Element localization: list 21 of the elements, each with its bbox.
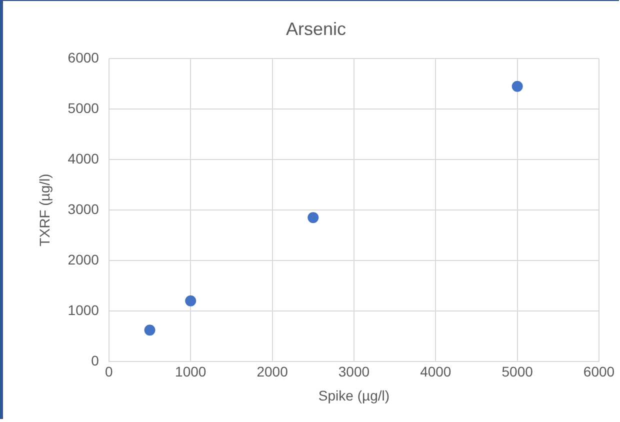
point (308, 212, 319, 224)
y-tick-label: 5000 (68, 100, 100, 116)
point (512, 80, 523, 92)
y-tick-label: 0 (91, 352, 100, 368)
y-tick-label: 6000 (68, 49, 100, 66)
y-tick-label: 4000 (68, 150, 100, 166)
y-tick-label: 1000 (68, 302, 100, 318)
x-tick-label: 3000 (338, 364, 370, 380)
y-axis-title: TXRF (µg/l) (36, 174, 52, 246)
point (185, 295, 196, 306)
x-tick-label: 1000 (175, 364, 206, 380)
x-tick-label: 4000 (420, 364, 452, 380)
point (144, 324, 156, 336)
x-tick-label: 0 (105, 364, 114, 380)
y-tick-label: 2000 (68, 251, 100, 268)
x-tick-label: 6000 (583, 364, 615, 380)
chart-title: Arsenic (286, 18, 346, 39)
x-axis-title: Spike (µg/l) (318, 387, 390, 404)
x-tick-label: 2000 (256, 364, 288, 380)
x-tick-label: 5000 (502, 364, 534, 380)
y-tick-label: 3000 (68, 200, 100, 217)
